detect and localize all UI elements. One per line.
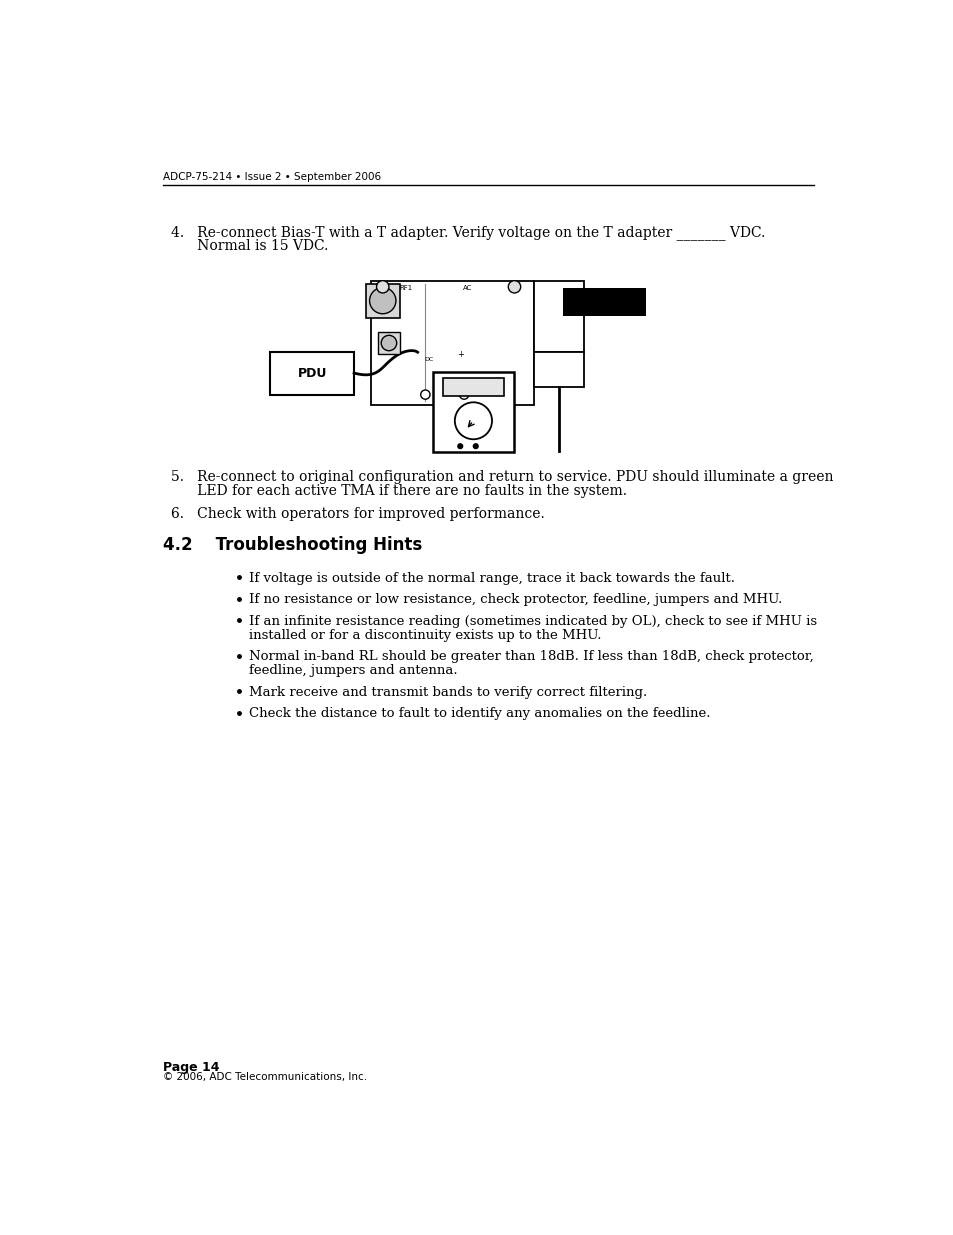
- Circle shape: [376, 280, 389, 293]
- Text: feedline, jumpers and antenna.: feedline, jumpers and antenna.: [249, 664, 457, 677]
- Text: 6.   Check with operators for improved performance.: 6. Check with operators for improved per…: [171, 508, 544, 521]
- Text: Normal is 15 VDC.: Normal is 15 VDC.: [171, 240, 328, 253]
- Text: Check the distance to fault to identify any anomalies on the feedline.: Check the distance to fault to identify …: [249, 708, 710, 720]
- Circle shape: [508, 280, 520, 293]
- Circle shape: [456, 443, 463, 450]
- Text: © 2006, ADC Telecommunications, Inc.: © 2006, ADC Telecommunications, Inc.: [163, 1072, 367, 1082]
- Text: 4.2    Troubleshooting Hints: 4.2 Troubleshooting Hints: [163, 536, 422, 555]
- Bar: [534, 280, 583, 352]
- Text: LED for each active TMA if there are no faults in the system.: LED for each active TMA if there are no …: [171, 484, 626, 498]
- Text: Page 14: Page 14: [163, 1061, 220, 1073]
- Bar: [365, 284, 399, 317]
- Text: +: +: [456, 350, 463, 359]
- Bar: [534, 352, 583, 387]
- Text: DC: DC: [424, 357, 434, 362]
- Text: If voltage is outside of the normal range, trace it back towards the fault.: If voltage is outside of the normal rang…: [249, 572, 735, 584]
- Text: AC: AC: [463, 285, 472, 291]
- Bar: [270, 352, 354, 395]
- Bar: [377, 332, 399, 353]
- Text: PDU: PDU: [297, 367, 327, 380]
- Bar: [443, 378, 504, 396]
- Bar: [371, 280, 534, 405]
- Text: If no resistance or low resistance, check protector, feedline, jumpers and MHU.: If no resistance or low resistance, chec…: [249, 593, 782, 606]
- Bar: [562, 288, 645, 316]
- Text: RF1: RF1: [399, 285, 413, 291]
- Circle shape: [420, 390, 430, 399]
- Text: Mark receive and transmit bands to verify correct filtering.: Mark receive and transmit bands to verif…: [249, 685, 647, 699]
- Circle shape: [472, 443, 478, 450]
- Circle shape: [455, 403, 492, 440]
- Text: ADCP-75-214 • Issue 2 • September 2006: ADCP-75-214 • Issue 2 • September 2006: [163, 173, 381, 183]
- Text: installed or for a discontinuity exists up to the MHU.: installed or for a discontinuity exists …: [249, 629, 601, 642]
- Bar: [433, 372, 514, 452]
- Circle shape: [381, 336, 396, 351]
- Text: 5.   Re-connect to original configuration and return to service. PDU should illu: 5. Re-connect to original configuration …: [171, 471, 833, 484]
- Text: Normal in-band RL should be greater than 18dB. If less than 18dB, check protecto: Normal in-band RL should be greater than…: [249, 651, 813, 663]
- Text: If an infinite resistance reading (sometimes indicated by OL), check to see if M: If an infinite resistance reading (somet…: [249, 615, 817, 627]
- Circle shape: [459, 390, 468, 399]
- Circle shape: [369, 288, 395, 314]
- Text: 4.   Re-connect Bias-T with a T adapter. Verify voltage on the T adapter _______: 4. Re-connect Bias-T with a T adapter. V…: [171, 225, 764, 240]
